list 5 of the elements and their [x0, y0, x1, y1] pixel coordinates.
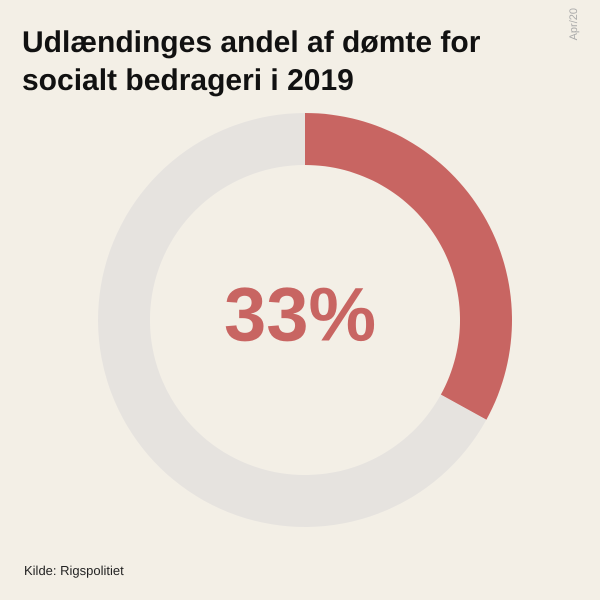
text: Kilde: Rigspolitiet — [24, 563, 124, 578]
chart-title: Udlændinges andel af dømte for socialt bedrageri i 2019 — [22, 25, 482, 99]
text: Apr/20 — [568, 8, 580, 40]
text: 33% — [224, 272, 376, 358]
donut-slice — [98, 113, 486, 527]
